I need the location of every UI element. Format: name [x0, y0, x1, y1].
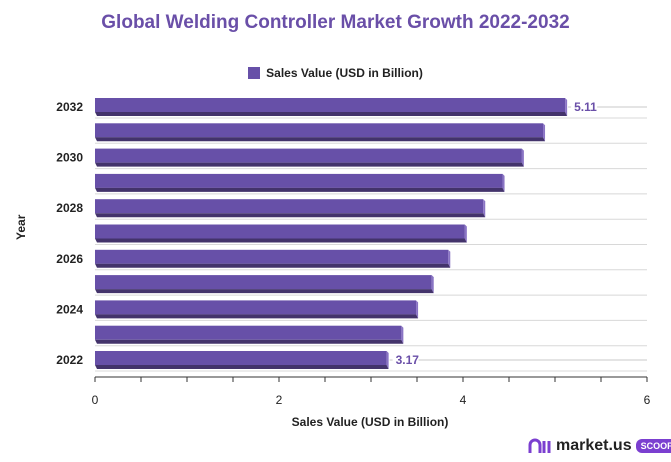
bar-2031: [95, 123, 544, 138]
bar-2030: [95, 148, 522, 163]
market-us-logo: market.us SCOOP: [528, 437, 671, 455]
bar-side-2022: [386, 351, 389, 369]
bar-shadow-2031: [95, 137, 546, 142]
logo-text: market.us: [556, 437, 632, 454]
bar-side-2024: [416, 300, 419, 319]
logo-badge: SCOOP: [635, 439, 671, 453]
bar-shadow-2026: [95, 263, 451, 268]
bar-side-2028: [483, 199, 486, 218]
bar-shadow-2024: [95, 314, 419, 319]
legend-label: Sales Value (USD in Billion): [266, 66, 423, 80]
bar-shadow-2032: [95, 112, 568, 116]
bar-2026: [95, 249, 449, 264]
legend[interactable]: Sales Value (USD in Billion): [0, 66, 671, 80]
x-tick-label: 4: [460, 393, 467, 407]
bar-side-2031: [543, 123, 546, 142]
y-tick-label: 2022: [56, 353, 83, 367]
bar-2023: [95, 325, 402, 340]
logo-icon: [528, 438, 551, 453]
bar-shadow-2025: [95, 289, 434, 294]
bar-shadow-2027: [95, 238, 467, 243]
bar-shadow-2022: [95, 365, 389, 369]
chart-title: Global Welding Controller Market Growth …: [101, 12, 570, 33]
bar-2024: [95, 300, 417, 315]
x-tick-label: 0: [92, 393, 99, 407]
bar-2027: [95, 224, 465, 239]
bar-side-2025: [431, 275, 434, 294]
bar-2032: [95, 98, 566, 112]
x-tick-label: 2: [276, 393, 283, 407]
bar-side-2029: [502, 173, 505, 192]
bar-shadow-2030: [95, 162, 524, 167]
y-tick-label: 2028: [56, 201, 83, 215]
data-label: 5.11: [574, 100, 597, 114]
data-label-bg: [392, 353, 419, 367]
bar-2025: [95, 275, 432, 290]
bar-shadow-2029: [95, 187, 505, 192]
x-tick-label: 6: [644, 393, 651, 407]
legend-swatch: [248, 67, 261, 79]
bar-side-2026: [448, 249, 451, 268]
bar-side-2030: [521, 148, 524, 167]
y-tick-label: 2024: [56, 302, 83, 316]
data-label: 3.17: [396, 353, 420, 367]
data-label-bg: [571, 100, 598, 114]
y-tick-label: 2032: [56, 100, 83, 114]
bar-2022: [95, 351, 387, 365]
bar-side-2023: [401, 325, 404, 344]
bar-shadow-2028: [95, 213, 486, 218]
bar-shadow-2023: [95, 339, 404, 344]
bar-2029: [95, 173, 503, 188]
x-axis-label: Sales Value (USD in Billion): [291, 415, 449, 429]
bar-side-2032: [565, 98, 568, 116]
bar-side-2027: [464, 224, 467, 243]
bar-2028: [95, 199, 484, 214]
y-tick-label: 2030: [56, 151, 83, 165]
y-tick-label: 2026: [56, 252, 83, 266]
